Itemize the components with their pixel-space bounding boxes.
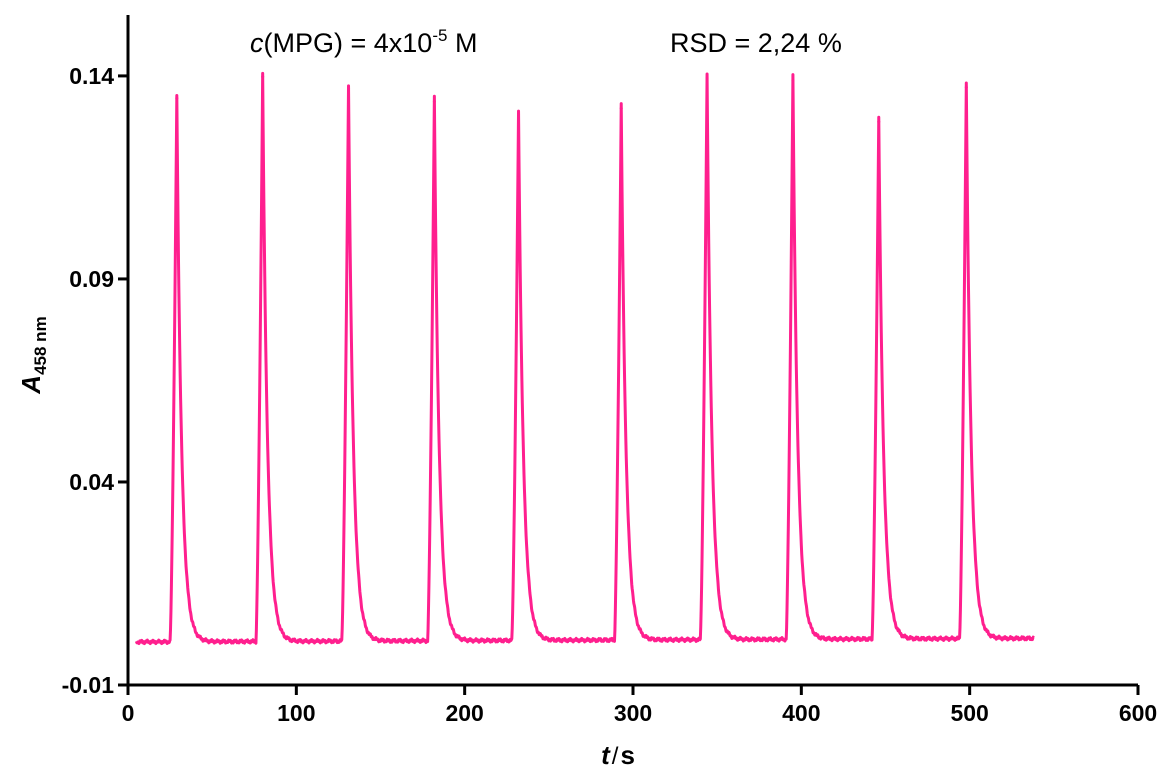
peak-point bbox=[175, 96, 179, 100]
peak-point bbox=[261, 75, 265, 79]
x-tick-label: 600 bbox=[1119, 700, 1157, 726]
y-tick-label: -0.01 bbox=[62, 672, 115, 698]
absorbance-trace bbox=[134, 71, 1035, 646]
x-tick-label: 100 bbox=[277, 700, 315, 726]
x-axis-title: t/s bbox=[601, 740, 635, 770]
x-tick-label: 200 bbox=[445, 700, 483, 726]
peak-point bbox=[791, 79, 795, 83]
peak-point bbox=[705, 76, 709, 80]
peak-point bbox=[964, 85, 968, 89]
y-axis-title: A458 nm bbox=[16, 316, 50, 394]
peak-point bbox=[877, 120, 881, 124]
concentration-annotation: c(MPG) = 4x10-5 M bbox=[250, 26, 477, 58]
x-tick-label: 500 bbox=[950, 700, 988, 726]
x-tick-label: 400 bbox=[782, 700, 820, 726]
peak-point bbox=[619, 106, 623, 110]
peak-marks bbox=[175, 75, 968, 124]
x-tick-label: 300 bbox=[614, 700, 652, 726]
y-tick-label: 0.04 bbox=[69, 469, 114, 495]
peak-point bbox=[517, 112, 521, 116]
peak-point bbox=[347, 86, 351, 90]
rsd-annotation: RSD = 2,24 % bbox=[670, 28, 842, 58]
peak-point bbox=[432, 99, 436, 103]
y-tick-label: 0.09 bbox=[69, 266, 114, 292]
ticks: 0 100 200 300 400 500 600 -0.01 0.04 0.09 0.14 bbox=[62, 63, 1158, 726]
x-tick-label: 0 bbox=[122, 700, 135, 726]
y-tick-label: 0.14 bbox=[69, 63, 114, 89]
